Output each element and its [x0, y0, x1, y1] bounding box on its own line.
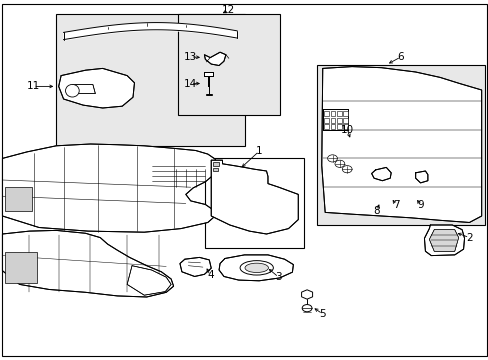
Text: 6: 6	[397, 52, 404, 62]
Bar	[330, 111, 335, 116]
Text: 11: 11	[26, 81, 40, 91]
Polygon shape	[204, 52, 225, 66]
Bar	[330, 124, 335, 129]
Polygon shape	[204, 72, 212, 86]
Bar	[343, 124, 347, 129]
Bar	[343, 118, 347, 123]
Bar	[5, 252, 37, 283]
Text: 14: 14	[183, 78, 197, 89]
Ellipse shape	[240, 261, 273, 275]
Circle shape	[334, 160, 344, 167]
Ellipse shape	[244, 263, 268, 273]
Text: 1: 1	[255, 146, 262, 156]
Bar	[56, 14, 244, 146]
Polygon shape	[322, 109, 347, 130]
Polygon shape	[72, 85, 95, 94]
Bar	[343, 111, 347, 116]
Polygon shape	[321, 67, 481, 222]
Bar	[324, 124, 328, 129]
Text: 2: 2	[465, 233, 472, 243]
Bar	[205, 158, 304, 248]
Polygon shape	[219, 255, 293, 281]
Bar	[336, 124, 341, 129]
Polygon shape	[59, 68, 134, 108]
Bar	[336, 118, 341, 123]
Text: 12: 12	[222, 5, 235, 15]
Polygon shape	[424, 225, 464, 256]
Text: 13: 13	[183, 52, 197, 62]
Polygon shape	[127, 266, 171, 295]
Text: 5: 5	[319, 309, 325, 319]
Bar	[336, 111, 341, 116]
Circle shape	[342, 166, 351, 173]
Bar	[5, 187, 32, 211]
Polygon shape	[2, 144, 217, 232]
Bar	[178, 14, 279, 115]
Polygon shape	[180, 257, 211, 276]
Bar	[213, 162, 219, 166]
Ellipse shape	[65, 85, 79, 97]
Circle shape	[302, 305, 311, 312]
Polygon shape	[2, 230, 173, 297]
Text: 4: 4	[206, 270, 213, 280]
Bar	[213, 168, 218, 171]
Text: 8: 8	[372, 206, 379, 216]
Circle shape	[327, 155, 337, 162]
Polygon shape	[415, 171, 427, 183]
Bar	[330, 118, 335, 123]
Polygon shape	[211, 160, 298, 234]
Bar	[324, 111, 328, 116]
Bar	[316, 65, 484, 225]
Polygon shape	[371, 167, 390, 181]
Polygon shape	[428, 230, 458, 251]
Text: 3: 3	[275, 272, 282, 282]
Text: 7: 7	[392, 200, 399, 210]
Text: 9: 9	[416, 200, 423, 210]
Bar	[324, 118, 328, 123]
Text: 10: 10	[340, 125, 353, 135]
